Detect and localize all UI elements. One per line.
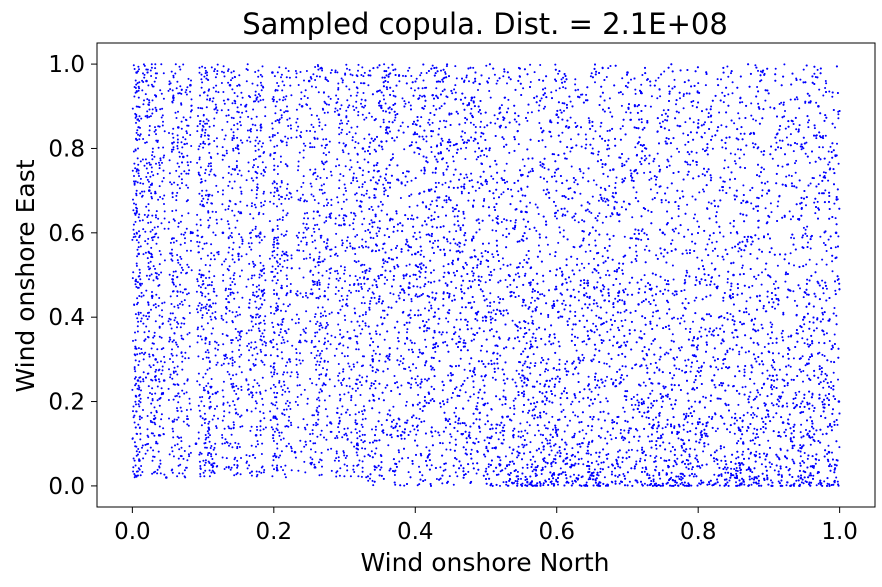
data-point <box>343 223 346 226</box>
data-point <box>827 450 831 454</box>
x-tick-label: 0.0 <box>114 519 151 545</box>
data-point <box>150 294 154 298</box>
data-point <box>834 231 838 235</box>
y-tick-label: 0.4 <box>48 305 85 331</box>
data-point <box>182 155 185 159</box>
y-tick-label: 0.2 <box>48 390 85 416</box>
y-axis-label: Wind onshore East <box>11 159 40 392</box>
data-point <box>414 252 417 256</box>
data-point <box>300 105 304 108</box>
data-point <box>288 358 291 361</box>
x-tick-label: 0.6 <box>538 519 575 545</box>
data-point <box>361 147 365 150</box>
data-point <box>316 210 320 213</box>
data-point <box>194 442 198 446</box>
data-point <box>837 400 841 403</box>
data-point <box>307 79 311 83</box>
data-point <box>200 273 203 277</box>
data-point <box>781 421 785 424</box>
data-point <box>732 273 735 277</box>
data-point <box>323 294 327 298</box>
data-point <box>371 358 375 361</box>
data-point <box>177 126 180 129</box>
data-point <box>283 252 286 256</box>
data-point <box>135 71 138 74</box>
data-point <box>271 71 274 74</box>
data-point <box>254 434 258 437</box>
plot-area <box>131 63 841 487</box>
data-point <box>337 113 341 116</box>
data-point <box>204 337 208 340</box>
x-tick-label: 0.8 <box>680 519 717 545</box>
data-point <box>276 189 279 192</box>
x-tick-label: 0.4 <box>397 519 434 545</box>
data-point <box>484 315 488 319</box>
data-point <box>661 231 665 235</box>
data-point <box>237 252 240 256</box>
data-point <box>228 83 232 87</box>
data-point <box>520 210 523 213</box>
y-tick-label: 0.8 <box>48 136 85 162</box>
data-point <box>162 379 166 382</box>
data-point <box>356 442 359 446</box>
data-point <box>154 358 157 361</box>
data-point <box>626 71 629 74</box>
data-point <box>385 126 389 129</box>
x-tick-label: 0.2 <box>256 519 293 545</box>
data-point <box>817 105 820 108</box>
data-point <box>590 472 594 475</box>
data-point <box>541 400 544 403</box>
data-point <box>136 168 139 171</box>
data-point <box>640 337 643 340</box>
data-point <box>233 168 237 171</box>
data-point <box>569 294 573 298</box>
data-point <box>470 96 474 100</box>
data-point <box>165 476 168 479</box>
data-point <box>682 442 686 446</box>
data-point <box>259 126 263 129</box>
tick-marks: 0.0 0.2 0.4 0.6 0.8 1.0 0.0 0.2 0.4 0.6 0.8 1.0 <box>48 52 858 545</box>
data-point <box>329 421 332 424</box>
data-point <box>767 189 771 192</box>
data-point <box>696 126 700 129</box>
data-point <box>221 231 225 235</box>
data-point <box>137 252 140 256</box>
data-point <box>711 379 714 382</box>
data-point <box>428 189 431 192</box>
x-axis-label: Wind onshore North <box>360 548 609 577</box>
data-point <box>157 434 161 437</box>
data-point <box>136 379 140 382</box>
data-point <box>498 463 502 467</box>
data-point <box>612 168 615 171</box>
data-point <box>138 459 141 462</box>
data-point <box>555 113 558 116</box>
data-point <box>293 450 297 454</box>
data-point <box>210 463 213 467</box>
data-point <box>348 337 352 340</box>
data-point <box>189 83 192 87</box>
data-point <box>803 315 806 319</box>
data-point <box>449 379 452 382</box>
y-tick-label: 1.0 <box>48 52 85 78</box>
data-point <box>214 391 218 395</box>
y-tick-label: 0.0 <box>48 474 85 500</box>
data-point <box>191 231 194 235</box>
y-tick-label: 0.6 <box>48 221 85 247</box>
data-point <box>251 315 254 319</box>
data-point <box>244 105 247 108</box>
data-point <box>148 189 151 192</box>
x-tick-label: 1.0 <box>821 519 858 545</box>
chart-title: Sampled copula. Dist. = 2.1E+08 <box>242 7 728 41</box>
data-point <box>753 476 757 479</box>
data-point <box>399 434 403 437</box>
data-point <box>145 79 148 83</box>
data-points <box>135 71 841 479</box>
data-point <box>172 96 175 100</box>
axes-frame <box>96 42 876 508</box>
